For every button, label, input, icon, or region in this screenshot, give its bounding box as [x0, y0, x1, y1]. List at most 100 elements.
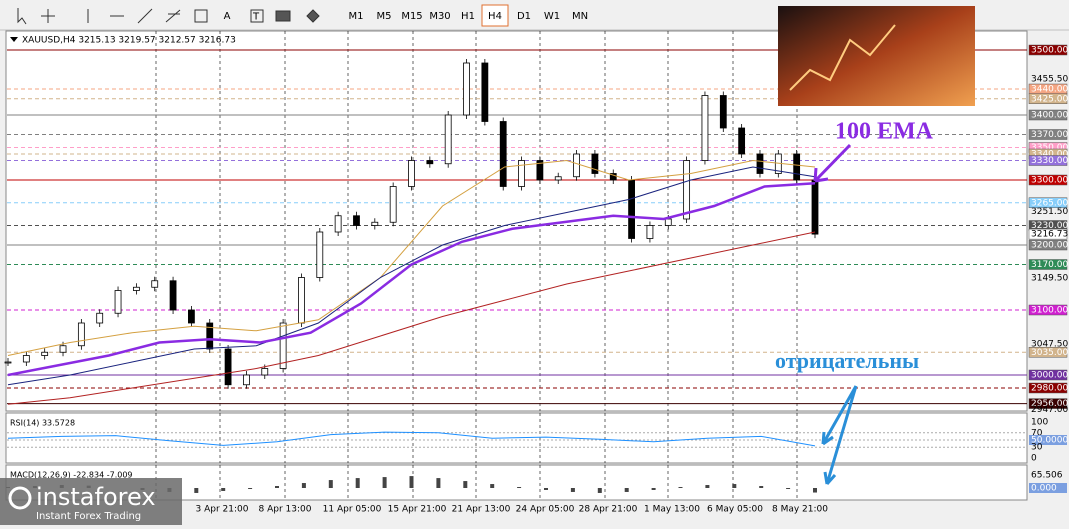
candle	[206, 322, 214, 350]
text-label-tool[interactable]: T	[252, 12, 260, 23]
price-label: 2980.00	[1031, 384, 1068, 394]
candle	[261, 368, 269, 376]
ema-annotation: 100 EMA	[835, 119, 934, 145]
grid	[7, 31, 1027, 500]
candle	[463, 62, 470, 116]
period-button[interactable]: M15	[401, 11, 422, 22]
macd-bar	[194, 488, 199, 493]
macd-bar	[436, 478, 441, 488]
price-label: 3265.00	[1031, 198, 1068, 208]
chart-header: XAUUSD,H4 3215.13 3219.57 3212.57 3216.7…	[22, 36, 236, 46]
macd-bar	[248, 488, 253, 489]
macd-bar	[517, 487, 522, 488]
macd-bar	[651, 488, 656, 490]
rsi-header: RSI(14) 33.5728	[10, 419, 75, 428]
candle	[59, 345, 67, 353]
price-label-bg	[1028, 259, 1068, 270]
macd-bar	[624, 488, 629, 492]
macd-bar	[570, 488, 575, 492]
rsi-tick-bg	[1029, 435, 1067, 445]
price-label: 3400.00	[1031, 111, 1068, 121]
period-button[interactable]: MN	[572, 11, 588, 22]
candle	[371, 221, 379, 226]
macd-bar	[463, 481, 468, 488]
macd-bar	[382, 477, 387, 488]
price-label-bg	[1028, 109, 1068, 121]
candle	[224, 348, 232, 386]
time-label: 3 Apr 21:00	[196, 505, 249, 515]
rsi-line	[7, 431, 816, 447]
macd-bar	[409, 476, 414, 488]
candle	[628, 179, 635, 239]
candle	[738, 127, 746, 155]
macd-bar	[301, 483, 306, 488]
macd-bar	[544, 488, 548, 490]
price-label-bg	[1028, 239, 1068, 251]
candle	[481, 62, 489, 122]
ma-line	[7, 182, 816, 377]
macd-tick: 65.506	[1031, 471, 1063, 481]
candle	[41, 351, 49, 356]
price-label: 3000.00	[1031, 371, 1068, 381]
macd-bar	[759, 486, 764, 488]
macd-bar	[786, 488, 791, 489]
time-label: 24 Apr 05:00	[516, 505, 575, 515]
price-label-bg	[1028, 398, 1068, 409]
period-button[interactable]: W1	[544, 11, 560, 22]
price-label-bg	[1028, 174, 1068, 186]
period-button[interactable]: H1	[461, 11, 475, 22]
candle	[114, 290, 122, 314]
period-button[interactable]: M1	[349, 11, 364, 22]
candle	[316, 231, 324, 278]
time-label: 11 Apr 05:00	[323, 505, 382, 515]
price-label: 3300.00	[1031, 176, 1068, 186]
candle	[389, 186, 397, 223]
price-label: 3230.00	[1031, 221, 1068, 231]
period-button[interactable]: H4	[488, 11, 502, 22]
candle	[719, 95, 727, 129]
price-label: 3500.00	[1031, 46, 1068, 56]
macd-bar	[275, 486, 279, 488]
price-label: 3330.00	[1031, 156, 1068, 166]
period-button[interactable]: M5	[377, 11, 392, 22]
price-label: 3350.00	[1031, 143, 1068, 153]
price-plot: RSI(14) 33.5728 MACD(12,26,9) -22.834 -7.…	[4, 59, 819, 493]
macd-bar	[678, 487, 683, 488]
candle	[132, 286, 140, 291]
time-label: 28 Apr 21:00	[579, 505, 638, 515]
candle	[701, 95, 709, 161]
time-label: 8 May 21:00	[772, 505, 828, 515]
candle	[811, 179, 819, 235]
tool-icons[interactable]	[17, 8, 320, 25]
price-label-bg	[1028, 382, 1068, 394]
logo-tagline: Instant Forex Trading	[36, 511, 141, 522]
price-label: 3340.00	[1031, 150, 1068, 160]
candle	[756, 153, 764, 174]
price-label: 2956.00	[1031, 399, 1068, 409]
macd-bar	[813, 488, 817, 493]
active-period[interactable]	[481, 4, 509, 27]
logo-mark	[8, 486, 32, 510]
text-tool[interactable]: A	[224, 11, 231, 22]
candle	[77, 322, 85, 347]
price-label: 3200.00	[1031, 241, 1068, 251]
price-label-bg	[1028, 93, 1068, 104]
candle	[646, 225, 654, 239]
candle	[243, 374, 250, 386]
candle	[793, 153, 801, 181]
candle	[499, 121, 507, 187]
price-label-bg	[1028, 347, 1068, 358]
candle	[279, 322, 287, 369]
price-label-bg	[1028, 304, 1068, 316]
candle	[353, 215, 360, 226]
price-label: 3100.00	[1031, 306, 1068, 316]
period-button[interactable]: M30	[429, 11, 450, 22]
ma-line	[7, 231, 816, 405]
candle	[554, 176, 562, 181]
price-label-bg	[1028, 129, 1068, 140]
banner-decor	[789, 24, 896, 91]
period-button[interactable]: D1	[517, 11, 531, 22]
macd-header: MACD(12,26,9) -22.834 -7.009	[10, 471, 133, 480]
